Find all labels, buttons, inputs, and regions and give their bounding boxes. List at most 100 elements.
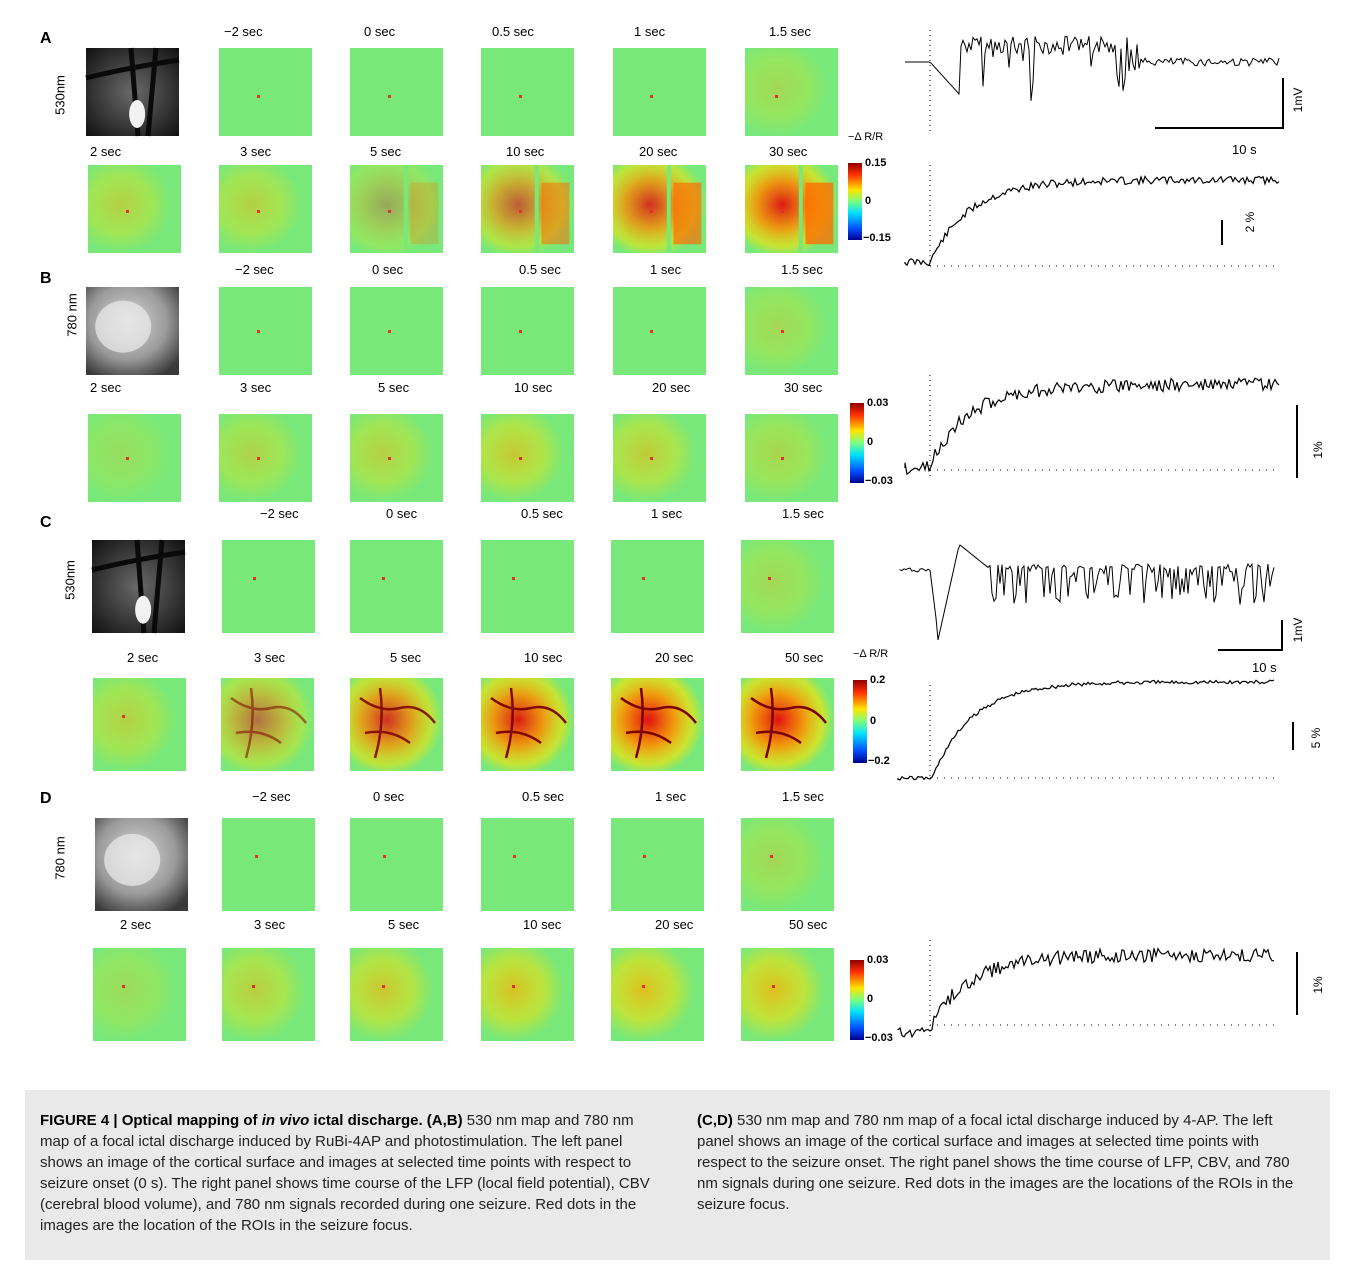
roi-dot-a-7 <box>388 210 391 213</box>
lfp-scalebar-c <box>1218 620 1283 651</box>
time-label-b-row1-1: 0 sec <box>372 262 404 277</box>
roi-dot-a-4 <box>775 95 778 98</box>
map-d-row1-4 <box>741 818 834 911</box>
colorbar-mid-d: 0 <box>867 993 874 1005</box>
time-label-c-row2-0: 2 sec <box>127 650 159 665</box>
roi-dot-c-5 <box>122 715 125 718</box>
colorbar-c <box>853 680 867 763</box>
map-b-row1-2 <box>481 287 574 375</box>
map-c-row1-3 <box>611 540 704 633</box>
time-label-b-row2-1: 3 sec <box>240 380 272 395</box>
time-label-a-row2-0: 2 sec <box>90 144 122 159</box>
time-label-c-row1-0: −2 sec <box>260 506 299 521</box>
time-label-b-row2-4: 20 sec <box>652 380 691 395</box>
map-b-row2-3 <box>481 414 574 502</box>
time-label-c-row2-4: 20 sec <box>655 650 694 665</box>
roi-dot-d-6 <box>252 985 255 988</box>
wavelength-label-d: 780 nm <box>52 836 68 880</box>
map-d-row2-5 <box>741 948 834 1041</box>
roi-dot-d-1 <box>383 855 386 858</box>
caption-ab-tag: (A,B) <box>426 1112 463 1129</box>
roi-dot-c-2 <box>512 577 515 580</box>
time-label-a-row1-4: 1.5 sec <box>769 24 811 39</box>
roi-dot-d-0 <box>255 855 258 858</box>
time-label-c-row2-3: 10 sec <box>524 650 563 665</box>
time-label-d-row1-1: 0 sec <box>373 789 405 804</box>
roi-dot-b-9 <box>650 457 653 460</box>
roi-dot-b-10 <box>781 457 784 460</box>
time-label-a-row2-2: 5 sec <box>370 144 402 159</box>
map-b-row1-0 <box>219 287 312 375</box>
figure-caption: FIGURE 4 | Optical mapping of in vivo ic… <box>25 1090 1330 1260</box>
map-b-row1-3 <box>613 287 706 375</box>
colorbar-max-c: 0.2 <box>870 674 886 686</box>
time-label-a-row1-0: −2 sec <box>224 24 263 39</box>
map-a-row1-0 <box>219 48 312 136</box>
cbv-scale-c: 5 % <box>1309 727 1323 749</box>
colorbar-min-a: −0.15 <box>863 232 891 244</box>
map-c-row1-4 <box>741 540 834 633</box>
roi-dot-b-4 <box>781 330 784 333</box>
map-a-row2-5 <box>745 165 838 253</box>
colorbar-min-d: −0.03 <box>865 1032 893 1044</box>
cortex-image-a <box>85 47 180 137</box>
map-a-row1-2 <box>481 48 574 136</box>
map-a-row2-0 <box>88 165 181 253</box>
roi-dot-b-2 <box>519 330 522 333</box>
roi-dot-a-0 <box>257 95 260 98</box>
time-label-b-row1-0: −2 sec <box>235 262 274 277</box>
time-label-d-row2-5: 50 sec <box>789 917 828 932</box>
colorbar-b <box>850 403 864 483</box>
map-d-row1-1 <box>350 818 443 911</box>
figure-4: A 530nm −2 sec 0 sec 0.5 sec 1 sec 1.5 sec 2 se… <box>40 24 1325 1044</box>
colorbar-mid-a: 0 <box>865 194 872 207</box>
cortex-image-c <box>91 539 186 634</box>
cortex-image-d <box>95 818 188 911</box>
cortex-image-b <box>86 287 179 375</box>
time-label-b-row2-2: 5 sec <box>378 380 410 395</box>
roi-dot-d-4 <box>770 855 773 858</box>
time-label-c-row1-3: 1 sec <box>651 506 683 521</box>
time-label-d-row1-0: −2 sec <box>252 789 291 804</box>
time-label-d-row2-0: 2 sec <box>120 917 152 932</box>
colorbar-d <box>850 960 864 1040</box>
roi-dot-d-10 <box>772 985 775 988</box>
time-label-d-row2-2: 5 sec <box>388 917 420 932</box>
caption-label-end: ictal discharge. <box>309 1112 423 1129</box>
map-c-row2-1 <box>221 678 314 771</box>
lfp-scalebar-a <box>1155 78 1284 129</box>
map-d-row2-2 <box>350 948 443 1041</box>
time-label-c-row1-2: 0.5 sec <box>521 506 563 521</box>
lfp-scale-v-a: 1mV <box>1291 87 1305 113</box>
roi-dot-c-1 <box>382 577 385 580</box>
panel-letter-b: B <box>40 270 52 287</box>
roi-dot-a-6 <box>257 210 260 213</box>
roi-dot-a-8 <box>519 210 522 213</box>
roi-dot-b-0 <box>257 330 260 333</box>
roi-dot-d-7 <box>382 985 385 988</box>
map-d-row2-1 <box>222 948 315 1041</box>
map-b-row2-2 <box>350 414 443 502</box>
roi-dot-d-9 <box>642 985 645 988</box>
roi-dot-b-8 <box>519 457 522 460</box>
time-label-a-row1-3: 1 sec <box>634 24 666 39</box>
wavelength-label-b: 780 nm <box>64 293 80 337</box>
wavelength-label-c: 530nm <box>62 560 78 600</box>
roi-dot-a-10 <box>781 210 784 213</box>
time-label-a-row2-5: 30 sec <box>769 144 808 159</box>
time-label-a-row2-3: 10 sec <box>506 144 545 159</box>
colorbar-mid-c: 0 <box>870 714 877 727</box>
time-label-d-row2-4: 20 sec <box>655 917 694 932</box>
map-a-row2-2 <box>350 165 443 253</box>
roi-dot-c-0 <box>253 577 256 580</box>
roi-dot-b-5 <box>126 457 129 460</box>
colorbar-title-c: −Δ R/R <box>853 648 889 660</box>
lfp-scale-t-c: 10 s <box>1252 660 1277 675</box>
map-a-row2-1 <box>219 165 312 253</box>
map-b-row2-0 <box>88 414 181 502</box>
colorbar-max-d: 0.03 <box>867 954 889 966</box>
colorbar-title-a: −Δ R/R <box>848 131 884 143</box>
time-label-b-row2-5: 30 sec <box>784 380 823 395</box>
roi-dot-a-2 <box>519 95 522 98</box>
time-label-b-row2-0: 2 sec <box>90 380 122 395</box>
